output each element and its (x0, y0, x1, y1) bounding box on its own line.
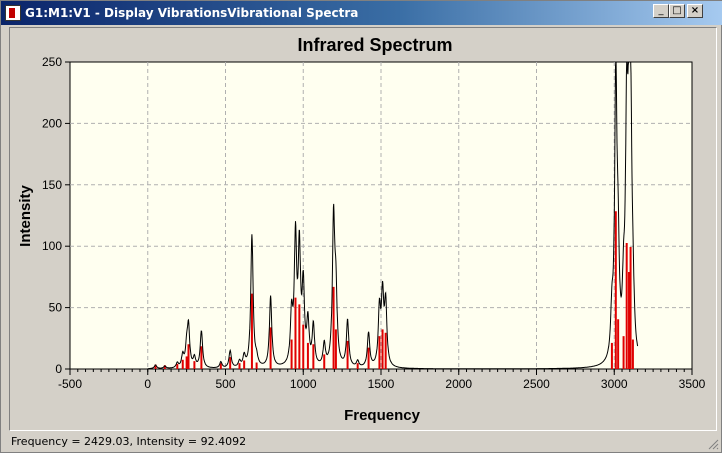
status-bar: Frequency = 2429.03, Intensity = 92.4092 (9, 433, 717, 451)
axes: -500 0 500 1000 1500 2000 2500 3000 350005010015… (42, 55, 706, 391)
x-tick-label: 500 (215, 377, 235, 391)
infrared-spectrum-chart[interactable]: -500 0 500 1000 1500 2000 2500 3000 350005010015… (10, 28, 716, 430)
y-tick-label: 150 (42, 178, 62, 192)
y-axis-label: Intensity (17, 185, 34, 247)
x-tick-label: -500 (58, 377, 82, 391)
y-tick-label: 0 (55, 362, 62, 376)
title-bar[interactable]: G1:M1:V1 - Display VibrationsVibrational… (1, 1, 722, 25)
minimize-button[interactable]: _ (653, 4, 669, 18)
x-tick-label: 1500 (368, 377, 395, 391)
maximize-button[interactable]: □ (669, 4, 685, 18)
y-tick-label: 50 (49, 301, 63, 315)
x-tick-label: 2500 (523, 377, 550, 391)
resize-grip-icon[interactable] (707, 438, 719, 450)
window-title: G1:M1:V1 - Display VibrationsVibrational… (25, 6, 359, 20)
x-tick-label: 3000 (601, 377, 628, 391)
broadened-spectrum-line (147, 61, 639, 370)
app-icon[interactable] (5, 5, 21, 21)
x-tick-label: 1000 (290, 377, 317, 391)
close-button[interactable]: × (687, 4, 703, 18)
x-tick-label: 0 (144, 377, 151, 391)
x-tick-label: 2000 (445, 377, 472, 391)
chart-title: Infrared Spectrum (297, 35, 452, 55)
y-tick-label: 200 (42, 116, 62, 130)
grid-lines (70, 62, 692, 369)
x-tick-label: 3500 (679, 377, 706, 391)
y-tick-label: 250 (42, 55, 62, 69)
y-tick-label: 100 (42, 239, 62, 253)
chart-panel[interactable]: -500 0 500 1000 1500 2000 2500 3000 3500 0 50 100 15… (9, 27, 717, 431)
status-readout: Frequency = 2429.03, Intensity = 92.4092 (11, 435, 247, 448)
x-axis-label: Frequency (344, 407, 421, 424)
